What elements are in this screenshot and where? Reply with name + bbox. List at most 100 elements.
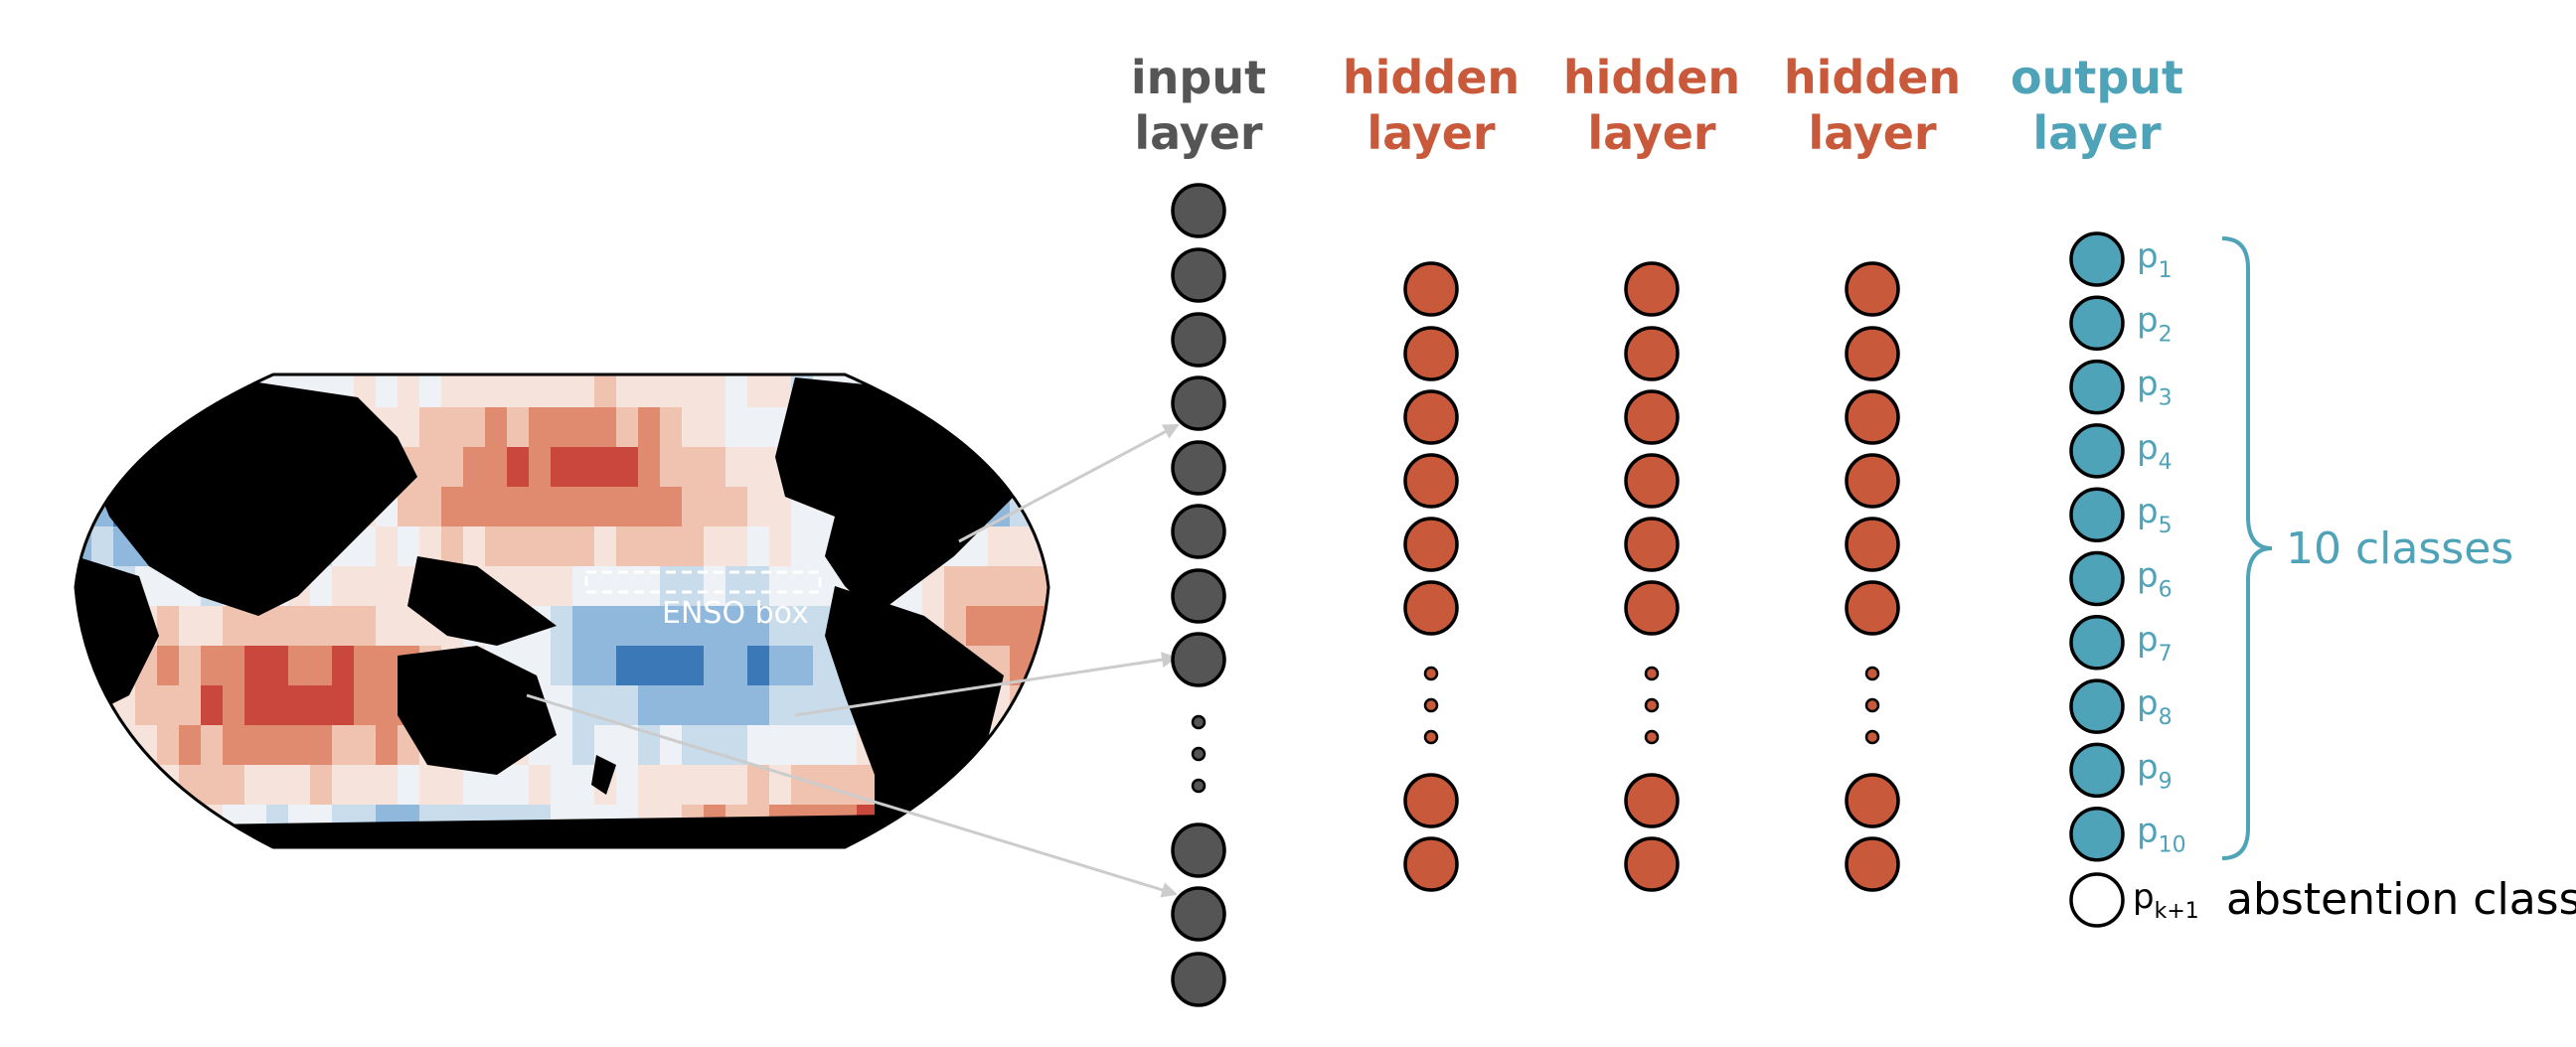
sst-cell [179,685,202,726]
sst-cell [179,646,202,686]
sst-cell [879,844,901,847]
land-masses [76,377,1044,847]
sst-cell [507,447,530,488]
sst-cell [157,374,180,408]
input-node [1171,632,1226,687]
hidden-layer-3-title-line2: layer [1808,106,1937,160]
sst-cell [747,566,770,607]
hidden-node [1624,580,1680,636]
sst-cell [660,844,683,847]
sst-cell [376,374,399,408]
sst-cell [157,606,180,647]
sst-cell [419,487,442,527]
output-node [2069,615,2125,671]
sst-cell [616,566,639,607]
sst-cell [616,765,639,806]
sst-cell [900,844,923,847]
output-prob-label: p1 [2137,236,2173,283]
sst-cell [791,725,814,766]
sst-cell [572,685,595,726]
sst-cell [988,374,1011,408]
abstention-node [2069,872,2125,928]
sst-cell [332,646,355,686]
sst-cell [594,685,617,726]
sst-cell [266,844,289,847]
sst-cell [310,725,333,766]
sst-cell [638,374,661,408]
sst-cell [507,374,530,408]
sst-cell [769,646,792,686]
sst-cell [747,685,770,726]
sst-cell [529,447,552,488]
sst-cell [704,526,726,567]
sst-cell [463,374,486,408]
sst-cell [288,646,311,686]
hidden-node [1845,326,1900,381]
sst-cell [223,765,245,806]
sst-cell [747,725,770,766]
output-prob-sub: 2 [2159,322,2173,347]
sst-cell [376,566,399,607]
sst-cell [572,447,595,488]
sst-cell [682,606,705,647]
sst-cell [179,805,202,845]
sst-cell [354,526,377,567]
sst-cell [725,447,748,488]
sst-cell [419,526,442,567]
sst-cell [682,646,705,686]
sst-cell [660,407,683,448]
sst-cell [813,725,836,766]
input-arrows [526,423,1180,898]
sst-cell [660,685,683,726]
sst-cell [835,844,858,847]
sst-cell [310,606,333,647]
input-node [1171,823,1226,878]
hidden-node [1845,453,1900,509]
sst-cell [747,487,770,527]
sst-cell [1010,685,1033,726]
sst-cell [616,487,639,527]
sst-cell [988,407,1011,448]
hidden-node [1403,389,1459,445]
sst-cell [922,805,945,845]
sst-cell [638,685,661,726]
sst-cell [551,606,573,647]
hidden-layer-2-title-line2: layer [1587,106,1716,160]
sst-cell [682,844,705,847]
output-prob-base: p [2137,747,2159,787]
sst-cell [966,765,989,806]
sst-cell [244,646,267,686]
sst-cell [922,566,945,607]
output-prob-sub: 9 [2159,769,2173,794]
sst-cell [791,685,814,726]
sst-cell [91,844,114,847]
sst-cell [91,526,114,567]
sst-cell [769,606,792,647]
output-node [2069,231,2125,287]
sst-cell [266,765,289,806]
sst-cell [638,407,661,448]
sst-cell [725,526,748,567]
sst-cell [135,805,158,845]
sst-cell [529,487,552,527]
sst-world-map: ENSO box [74,373,1050,849]
sst-cell [441,765,464,806]
abstention-prob-sub: k+1 [2155,899,2199,924]
sst-cell [682,374,705,408]
hidden-layer-3-nodes [1845,261,1900,892]
sst-cell [1010,805,1033,845]
australia [398,646,557,775]
maritime-continent [407,556,557,646]
hidden-node [1845,261,1900,317]
sst-cell [791,606,814,647]
sst-cell [660,487,683,527]
output-prob-base: p [2137,620,2159,660]
sst-cell [747,447,770,488]
sst-cell [638,487,661,527]
sst-cell [113,725,136,766]
sst-cell [966,407,989,448]
classes-count-label: 10 classes [2286,524,2513,574]
sst-cell [551,646,573,686]
abstention-class-label: abstention class [2226,874,2576,925]
sst-cell [485,407,508,448]
